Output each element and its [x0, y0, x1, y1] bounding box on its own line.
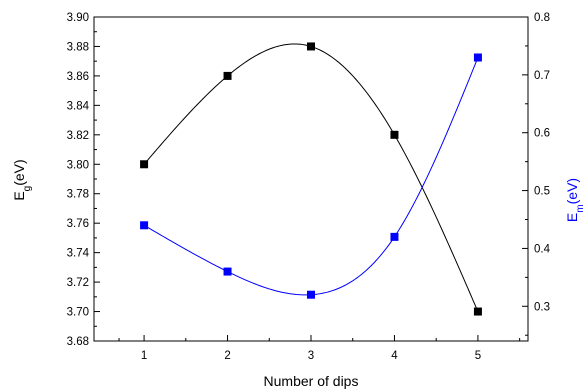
y-left-axis-label: Eg(eV) — [11, 159, 33, 200]
data-point-marker — [307, 42, 315, 51]
y-right-tick-label: 0.7 — [534, 70, 550, 82]
data-point-marker — [140, 221, 149, 230]
y-left-tick-label: 3.82 — [67, 130, 89, 142]
y-left-tick-label: 3.76 — [67, 218, 89, 230]
y-right-tick-label: 0.3 — [534, 301, 550, 313]
data-point-marker — [390, 232, 399, 241]
data-point-marker — [223, 71, 232, 80]
series-line-1 — [143, 57, 479, 296]
y-right-tick-label: 0.4 — [534, 243, 551, 255]
y-left-tick-label: 3.80 — [67, 159, 89, 171]
y-right-tick-label: 0.6 — [534, 128, 550, 140]
series-line-0 — [143, 43, 479, 312]
y-right-tick-label: 0.8 — [534, 12, 550, 24]
x-tick-label: 5 — [475, 350, 481, 362]
data-point-marker — [307, 290, 315, 299]
data-point-marker — [473, 307, 482, 316]
x-axis-label: Number of dips — [264, 373, 359, 389]
y-left-tick-label: 3.70 — [67, 307, 89, 319]
x-tick-label: 2 — [224, 350, 230, 362]
y-left-tick-label: 3.78 — [67, 189, 89, 201]
series-markers — [140, 42, 482, 316]
y-left-tick-label: 3.84 — [67, 100, 90, 112]
axis-ticks: 1 2 3 4 5 3.68 3.70 3.72 3.74 3.76 3.78 3.80 3.82 3.8… — [67, 12, 551, 362]
y-right-tick-label: 0.5 — [534, 186, 550, 198]
data-point-marker — [140, 160, 149, 169]
x-tick-label: 4 — [391, 350, 398, 362]
y-left-tick-label: 3.90 — [67, 12, 89, 24]
data-point-marker — [390, 130, 399, 139]
y-left-tick-label: 3.74 — [67, 248, 90, 260]
y-left-tick-label: 3.72 — [67, 277, 89, 289]
x-tick-label: 3 — [308, 350, 314, 362]
data-point-marker — [223, 267, 232, 276]
y-left-tick-label: 3.88 — [67, 41, 89, 53]
y-right-axis-label: Em(eV) — [564, 178, 585, 222]
y-left-tick-label: 3.86 — [67, 71, 89, 83]
data-point-marker — [473, 53, 482, 62]
x-tick-label: 1 — [141, 350, 147, 362]
y-left-tick-label: 3.68 — [67, 336, 89, 348]
series-lines — [143, 43, 479, 312]
